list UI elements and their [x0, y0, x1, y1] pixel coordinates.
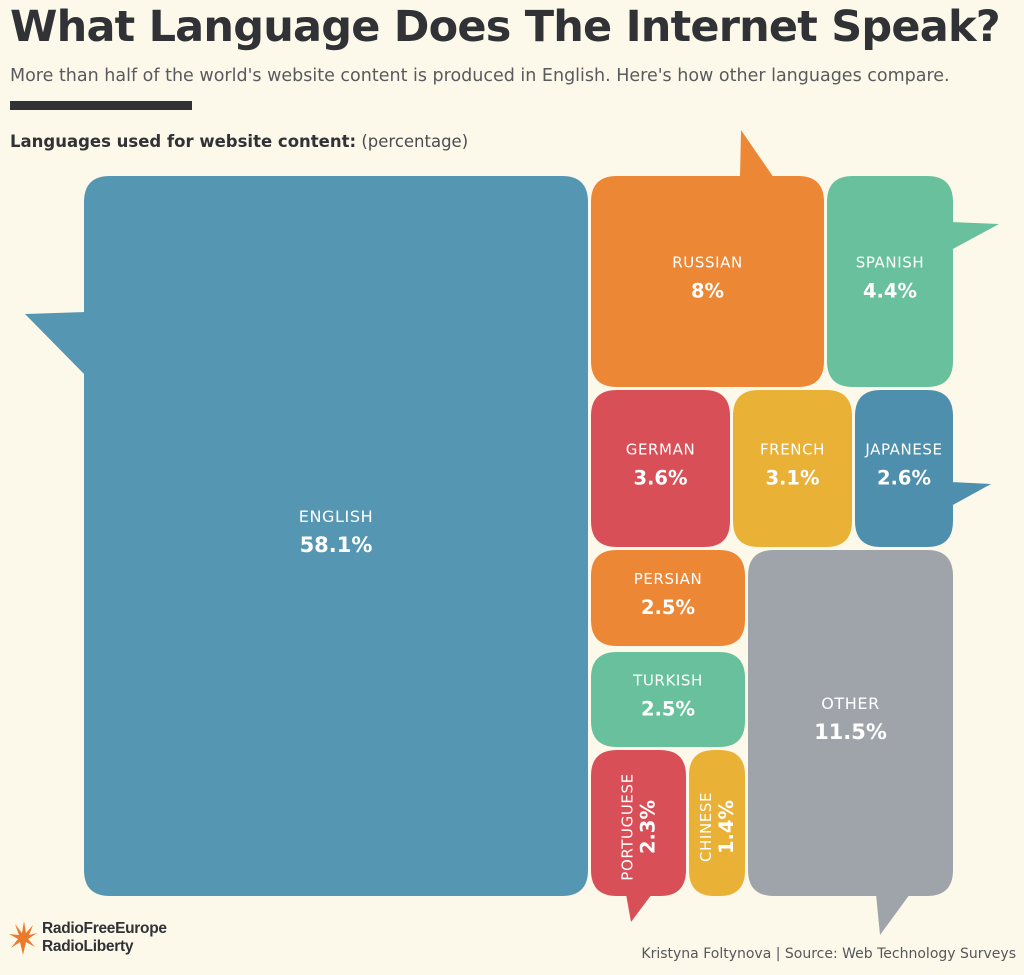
section-unit: (percentage) — [361, 132, 469, 151]
tile-pointer-spanish — [951, 222, 999, 250]
tile-shape-portuguese — [591, 750, 686, 896]
logo-line-1: RadioFreeEurope — [42, 920, 167, 937]
tile-pointer-portuguese — [626, 894, 652, 922]
tile-japanese — [855, 390, 991, 547]
treemap-labels: ENGLISH 58.1% RUSSIAN 8% SPANISH 4.4% GERMAN 3.… — [299, 254, 942, 881]
tile-portuguese — [591, 750, 686, 922]
tile-label-other: OTHER — [821, 694, 880, 713]
chart-title: What Language Does The Internet Speak? — [10, 2, 1001, 52]
tile-value-russian: 8% — [691, 280, 724, 303]
tile-label-french: FRENCH — [760, 441, 825, 459]
tile-label-japanese: JAPANESE — [864, 441, 942, 459]
tile-label-russian: RUSSIAN — [672, 254, 743, 272]
logo-line-2: RadioLiberty — [42, 938, 134, 955]
tile-english — [25, 176, 588, 896]
tile-shape-chinese — [689, 750, 745, 896]
tile-turkish — [591, 652, 745, 747]
tile-value-english: 58.1% — [300, 533, 373, 557]
tile-shape-german — [591, 390, 730, 547]
tile-label-turkish: TURKISH — [632, 672, 703, 690]
tile-shape-other — [748, 550, 953, 896]
tile-value-chinese: 1.4% — [715, 800, 738, 854]
tile-shape-russian — [591, 176, 824, 387]
tile-german — [591, 390, 730, 547]
tile-russian — [591, 130, 824, 387]
tile-value-portuguese: 2.3% — [637, 800, 660, 854]
rferl-flame-icon — [9, 921, 37, 955]
tile-pointer-japanese — [951, 482, 991, 506]
tile-persian — [591, 550, 745, 646]
source-credit: Kristyna Foltynova | Source: Web Technol… — [641, 946, 1016, 962]
tile-label-portuguese: PORTUGUESE — [619, 773, 637, 880]
tile-value-german: 3.6% — [633, 467, 687, 490]
tile-label-spanish: SPANISH — [856, 254, 925, 272]
tile-label-english: ENGLISH — [299, 507, 374, 526]
tile-value-japanese: 2.6% — [877, 467, 931, 490]
tile-label-chinese: CHINESE — [697, 792, 715, 862]
tile-shape-persian — [591, 550, 745, 646]
section-label-text: Languages used for website content: — [10, 132, 357, 151]
tile-pointer-russian — [740, 130, 774, 178]
tile-french — [733, 390, 852, 547]
tile-pointer-other — [876, 894, 910, 935]
tile-pointer-english — [25, 312, 86, 376]
tile-other — [748, 550, 953, 935]
tile-text-portuguese: PORTUGUESE 2.3% — [619, 773, 660, 880]
rferl-logo: RadioFreeEurope RadioLiberty — [8, 920, 167, 956]
tile-shape-english — [84, 176, 588, 896]
tile-spanish — [827, 176, 999, 387]
tile-shape-turkish — [591, 652, 745, 747]
tile-value-french: 3.1% — [765, 467, 819, 490]
section-label: Languages used for website content: (per… — [10, 132, 468, 151]
treemap-tiles — [25, 130, 999, 935]
title-underline — [10, 101, 192, 110]
tile-shape-spanish — [827, 176, 953, 387]
tile-label-german: GERMAN — [626, 441, 696, 459]
tile-shape-japanese — [855, 390, 953, 547]
tile-value-other: 11.5% — [814, 720, 887, 744]
tile-value-spanish: 4.4% — [863, 280, 917, 303]
tile-label-persian: PERSIAN — [634, 570, 703, 588]
chart-subtitle: More than half of the world's website co… — [10, 66, 950, 86]
tile-chinese — [689, 750, 745, 896]
rferl-logo-text: RadioFreeEurope RadioLiberty — [42, 920, 167, 956]
tile-shape-french — [733, 390, 852, 547]
tile-value-persian: 2.5% — [641, 596, 695, 619]
tile-value-turkish: 2.5% — [641, 698, 695, 721]
tile-text-chinese: CHINESE 1.4% — [697, 792, 738, 862]
